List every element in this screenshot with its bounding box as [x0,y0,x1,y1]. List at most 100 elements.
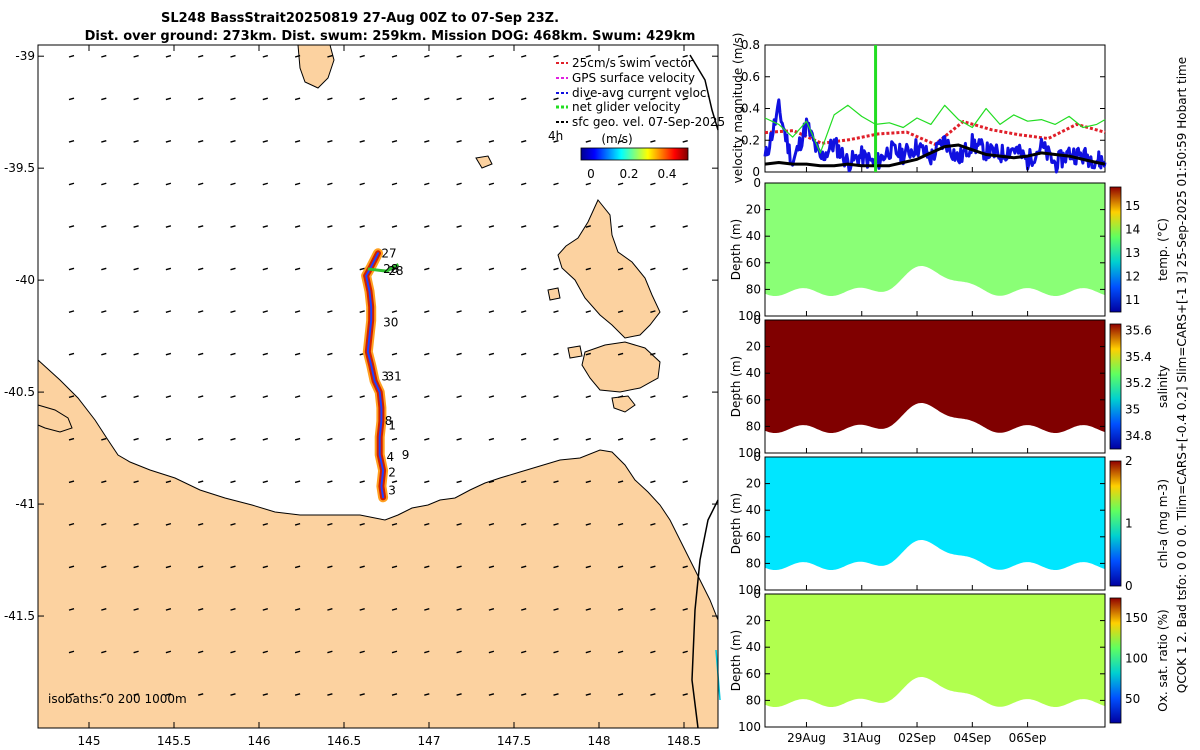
velocity-arrow [488,480,495,484]
temperature-section: 0 20 40 60 80 100 Depth (m) 11 12 13 14 15 temp. (°C… [729,176,1170,323]
isobaths-label: isobaths: 0 200 1000m [48,692,187,706]
velocity-arrow [230,395,236,399]
velocity-arrow [553,352,559,356]
velocity-arrow [133,97,139,101]
velocity-arrow [133,650,139,654]
velocity-arrow [133,693,139,696]
velocity-arrow [650,97,656,101]
velocity-arrow [391,608,398,611]
velocity-arrow [198,267,204,271]
velocity-arrow [68,565,75,569]
day-label: 1 [388,419,396,433]
colorbar-tick-label: 50 [1125,692,1140,706]
velocity-arrow [682,267,688,271]
velocity-arrow [650,693,656,696]
colorbar-tick-label: 1 [1125,517,1133,531]
oxygen-section: 0 20 40 60 80 100 Depth (m) 50 100 150 Ox. sat. ra… [729,587,1170,734]
oxygen-section-colorbar [1109,597,1122,724]
velocity-arrow [198,54,204,58]
velocity-arrow [165,437,172,441]
velocity-arrow [165,395,172,399]
velocity-arrow [585,693,591,696]
map-ytick-label: -39.5 [4,161,35,175]
salinity-section-fill [765,320,1105,433]
velocity-arrow [488,565,495,569]
velocity-arrow [585,310,591,313]
colorbar-label: Ox. sat. ratio (%) [1156,609,1170,711]
velocity-panel: 0 0.2 0.4 0.6 0.8 velocity magnitude (m/s) [731,33,1107,183]
chlorophyll-section: 0 20 40 60 80 100 Depth (m) 0 1 2 chl-a (mg m-3) [729,450,1170,597]
velocity-arrow [294,352,301,356]
velocity-arrow [456,522,462,526]
velocity-arrow [198,565,204,569]
velocity-arrow [133,395,139,399]
velocity-arrow [262,225,268,228]
velocity-arrow [553,693,559,696]
colorbar-tick-label: 150 [1125,611,1148,625]
velocity-arrow [198,310,204,313]
velocity-arrow [262,140,268,143]
velocity-arrow [230,650,236,654]
velocity-arrow [294,97,301,101]
velocity-arrow [198,97,204,101]
velocity-arrow [521,140,527,143]
velocity-arrow [359,522,365,526]
velocity-arrow [198,608,204,611]
velocity-arrow [456,97,462,101]
velocity-arrow [230,352,236,356]
colorbar-tick-1: 0.2 [619,167,638,181]
velocity-arrow [650,395,656,399]
velocity-arrow [165,352,172,356]
velocity-arrow [553,650,559,654]
velocity-arrow [327,608,333,611]
velocity-arrow [359,395,365,399]
colorbar-tick-label: 34.8 [1125,429,1152,443]
velocity-arrow [165,310,172,313]
velocity-ytick-label: 0.8 [741,38,760,52]
velocity-arrow [101,522,107,526]
velocity-arrow [488,395,495,399]
chlorophyll-section-fill [765,457,1105,570]
velocity-arrow [68,693,75,696]
colorbar-tick-label: 14 [1125,222,1140,236]
section-ytick-label: 0 [753,587,761,601]
velocity-arrow [682,182,688,186]
velocity-arrow [650,267,656,271]
map-ytick-label: -40 [15,273,35,287]
velocity-arrow [230,522,236,526]
day-label: 3 [388,484,396,498]
velocity-arrow [585,437,591,441]
velocity-arrow [262,565,268,569]
velocity-arrow [585,225,591,228]
velocity-arrow [391,522,398,526]
velocity-arrow [456,437,462,441]
velocity-arrow [391,693,398,696]
velocity-arrow [262,54,268,58]
map-ytick-label: -40.5 [4,385,35,399]
velocity-arrow [553,395,559,399]
velocity-arrow [521,97,527,101]
velocity-arrow [617,480,624,484]
velocity-arrow [262,522,268,526]
velocity-arrow [101,225,107,228]
velocity-arrow [585,97,591,101]
velocity-arrow [359,310,365,313]
velocity-arrow [424,480,430,484]
velocity-arrow [68,352,75,356]
velocity-arrow [553,140,559,143]
velocity-arrow [262,310,268,313]
velocity-arrow [521,693,527,696]
velocity-arrow [198,437,204,441]
velocity-arrow [359,225,365,228]
velocity-arrow [165,565,172,569]
velocity-arrow [133,437,139,441]
velocity-arrow [682,480,688,484]
velocity-arrow [585,54,591,58]
velocity-arrow [424,650,430,654]
velocity-arrow [359,182,365,186]
velocity-arrow [391,225,398,228]
section-ytick-label: 20 [746,340,761,354]
velocity-arrow [68,182,75,186]
colorbar-tick-label: 0 [1125,579,1133,593]
velocity-arrow [456,352,462,356]
